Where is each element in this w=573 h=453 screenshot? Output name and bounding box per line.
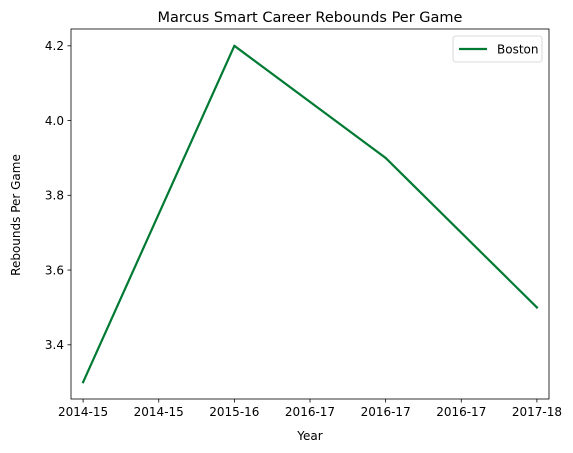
y-tick-label: 3.8 — [45, 189, 64, 203]
x-tick-label: 2016-17 — [436, 405, 486, 419]
y-tick-label: 4.2 — [45, 39, 64, 53]
x-tick-label: 2015-16 — [209, 405, 259, 419]
axes: 3.4 3.6 3.8 4.0 4.2 2014-15 2014-15 2015-16 2016… — [45, 28, 562, 419]
x-tick-label: 2016-17 — [361, 405, 411, 419]
legend: Boston — [452, 35, 543, 63]
x-tick-label: 2014-15 — [58, 405, 108, 419]
plot-area — [81, 44, 539, 384]
chart-title: Marcus Smart Career Rebounds Per Game — [158, 10, 463, 26]
y-axis-label: Rebounds Per Game — [9, 154, 23, 276]
axes-frame — [70, 28, 550, 400]
data-point — [384, 156, 387, 160]
series-line-boston — [81, 44, 539, 384]
x-axis-label: Year — [296, 429, 322, 443]
x-tick-label: 2016-17 — [285, 405, 335, 419]
data-point — [233, 44, 236, 47]
data-point — [535, 306, 539, 309]
y-tick-label: 3.6 — [45, 263, 64, 277]
y-tick-label: 4.0 — [45, 114, 64, 128]
legend-label: Boston — [497, 42, 538, 56]
data-point — [82, 381, 85, 384]
x-tick-label: 2014-15 — [134, 405, 184, 419]
legend-box — [452, 35, 543, 63]
x-tick-label: 2017-18 — [512, 405, 562, 419]
y-tick-label: 3.4 — [45, 338, 64, 352]
